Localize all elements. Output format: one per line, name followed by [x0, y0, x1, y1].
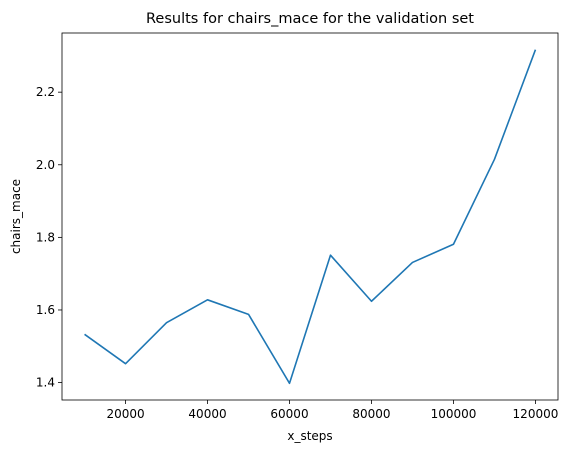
- y-tick-label: 2.0: [36, 158, 55, 172]
- chart-title: Results for chairs_mace for the validati…: [146, 11, 474, 27]
- x-tick-label: 40000: [188, 407, 226, 421]
- y-tick-label: 1.4: [36, 376, 55, 390]
- x-tick-label: 20000: [106, 407, 144, 421]
- y-tick-label: 1.8: [36, 230, 55, 244]
- y-tick-label: 2.2: [36, 85, 55, 99]
- y-tick-label: 1.6: [36, 303, 55, 317]
- x-axis: 20000 40000 60000 80000 100000 120000: [106, 400, 558, 421]
- x-tick-label: 100000: [431, 407, 477, 421]
- x-axis-label: x_steps: [287, 429, 332, 443]
- plot-area: [85, 50, 536, 384]
- series-line-0: [85, 50, 536, 384]
- y-axis-label: chairs_mace: [9, 179, 23, 254]
- plot-frame: [62, 33, 558, 400]
- x-tick-label: 80000: [352, 407, 390, 421]
- y-axis: 1.4 1.6 1.8 2.0 2.2: [36, 85, 62, 389]
- x-tick-label: 120000: [513, 407, 559, 421]
- x-tick-label: 60000: [270, 407, 308, 421]
